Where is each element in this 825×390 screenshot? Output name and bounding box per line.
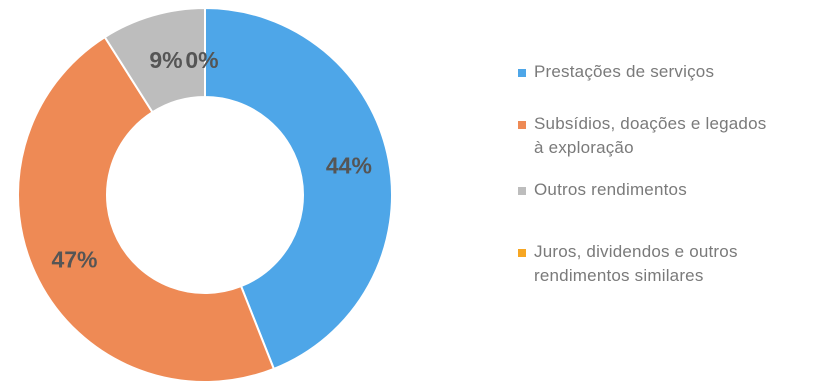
- donut-slice-prestacoes: [204, 6, 393, 371]
- legend-item-subsidios: Subsídios, doações e legados à exploraçã…: [518, 112, 818, 160]
- data-label-outros: 9%: [149, 47, 182, 73]
- legend-item-juros: Juros, dividendos e outros rendimentos s…: [518, 240, 818, 288]
- data-label-prestacoes: 44%: [326, 153, 372, 179]
- legend-swatch-juros: [518, 249, 526, 257]
- donut-slice-outros: [103, 6, 206, 114]
- data-label-juros: 0%: [185, 47, 218, 73]
- data-label-subsidios: 47%: [51, 247, 97, 273]
- legend-item-outros: Outros rendimentos: [518, 178, 818, 202]
- chart-legend: Prestações de serviços Subsídios, doaçõe…: [518, 60, 818, 288]
- legend-swatch-subsidios: [518, 121, 526, 129]
- legend-label-subsidios: Subsídios, doações e legados à exploraçã…: [534, 114, 767, 157]
- legend-label-prestacoes: Prestações de serviços: [534, 62, 715, 81]
- legend-swatch-prestacoes: [518, 69, 526, 77]
- legend-label-juros: Juros, dividendos e outros rendimentos s…: [534, 242, 738, 285]
- legend-item-prestacoes: Prestações de serviços: [518, 60, 818, 84]
- legend-swatch-outros: [518, 187, 526, 195]
- legend-label-outros: Outros rendimentos: [534, 180, 687, 199]
- donut-slice-subsidios: [17, 35, 276, 383]
